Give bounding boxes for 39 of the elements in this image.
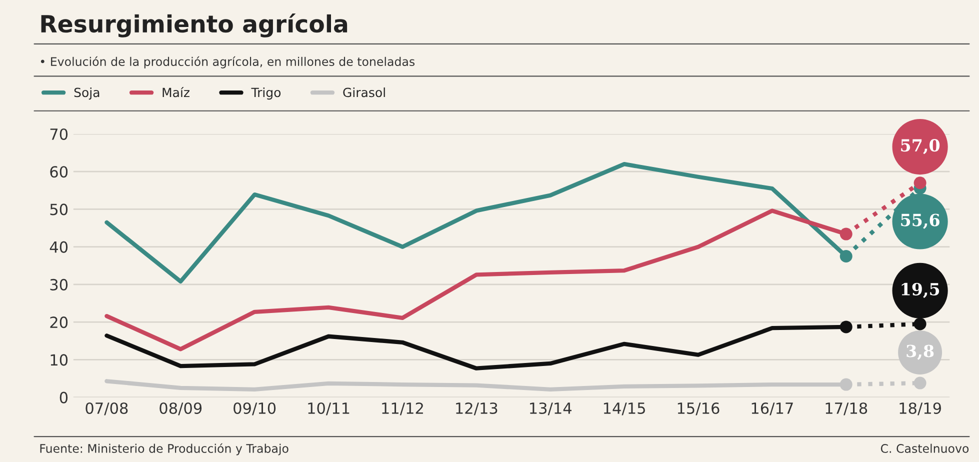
data-label: 57,0 <box>901 139 940 154</box>
y-tick-label: 0 <box>60 392 68 404</box>
x-tick-label: 09/10 <box>234 402 276 416</box>
legend-label: Girasol <box>343 87 385 98</box>
legend-label: Maíz <box>162 86 190 98</box>
point <box>840 378 852 391</box>
x-tick-label: 14/15 <box>604 402 645 416</box>
x-tick-label: 07/08 <box>86 402 128 416</box>
y-tick-label: 70 <box>50 128 68 140</box>
point <box>840 250 852 262</box>
x-tick-label: 17/18 <box>826 402 868 416</box>
y-tick-label: 40 <box>50 241 68 253</box>
legend-label: Trigo <box>251 87 281 100</box>
data-label: 19,5 <box>902 282 940 298</box>
x-tick-label: 12/13 <box>456 402 498 416</box>
y-tick-label: 50 <box>50 204 68 216</box>
x-tick-label: 15/16 <box>678 402 720 416</box>
y-tick-label: 20 <box>50 316 68 328</box>
text: C. Castelnuovo <box>880 444 969 453</box>
x-tick-label: 11/12 <box>382 402 423 416</box>
source-note: Fuente: Ministerio de Producción y Trabajo <box>40 443 288 456</box>
y-tick-label: 10 <box>50 354 68 366</box>
legend-label: Soja <box>74 87 100 100</box>
point <box>914 176 926 190</box>
chart-subtitle: • Evolución de la producción agrícola, en millones de toneladas <box>40 56 415 68</box>
x-tick-label: 16/17 <box>752 402 793 416</box>
point <box>840 228 852 240</box>
x-tick-label: 13/14 <box>530 402 572 416</box>
y-tick-label: 30 <box>50 278 68 290</box>
data-label: 55,6 <box>901 214 940 229</box>
x-tick-label: 08/09 <box>160 402 202 416</box>
x-tick-label: 10/11 <box>308 402 350 416</box>
point <box>840 320 852 334</box>
y-tick-label: 60 <box>50 166 68 178</box>
x-tick-label: 18/19 <box>900 402 941 416</box>
chart-title: Resurgimiento agrícola <box>41 13 348 38</box>
point <box>914 318 926 330</box>
data-label: 3,8 <box>906 344 934 360</box>
point <box>914 376 926 390</box>
